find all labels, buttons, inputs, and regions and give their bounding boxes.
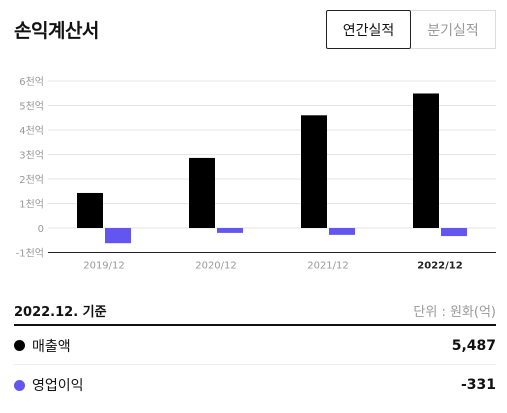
operating-income-label: 영업이익 [32,378,84,394]
summary-row-revenue: 매출액 5,487 [14,327,496,365]
bar-revenue-2 [301,115,327,228]
y-tick-label-7: -1천억 [16,248,44,260]
x-tick-label-3: 2022/12 [417,261,462,272]
y-tick-label-3: 3천억 [19,150,44,162]
tab-annual[interactable]: 연간실적 [326,10,411,49]
y-tick-label-5: 1천억 [19,199,44,211]
y-tick-label-4: 2천억 [19,174,44,186]
y-tick-label-1: 5천억 [19,101,44,113]
x-tick-label-1: 2020/12 [195,261,237,272]
bar-operating-income-2 [329,228,355,235]
bar-operating-income-0 [105,228,131,244]
bar-revenue-0 [77,192,103,228]
revenue-legend-dot [14,340,25,351]
income-statement-chart: 6천억 5천억 4천억 3천억 2천억 1천억 0 -1천억 2019/12 2020/12 202… [16,76,496,272]
tab-quarterly[interactable]: 분기실적 [411,10,496,49]
basis-date: 2022.12. 기준 [14,304,107,320]
bar-revenue-1 [189,157,215,228]
summary-row-operating-income: 영업이익 -331 [14,366,496,404]
period-tabs: 연간실적 분기실적 [326,10,496,49]
operating-income-value: -331 [460,377,496,393]
operating-income-legend-dot [14,379,25,391]
x-tick-label-0: 2019/12 [83,261,125,272]
bar-operating-income-3 [441,228,467,237]
y-tick-label-2: 4천억 [19,125,44,137]
summary-header: 2022.12. 기준 단위 : 원화(억) [14,296,496,326]
bar-operating-income-1 [217,228,243,233]
y-tick-label-6: 0 [38,224,44,235]
bar-revenue-3 [413,93,439,228]
revenue-label: 매출액 [32,338,71,355]
unit-label: 단위 : 원화(억) [413,304,496,320]
y-tick-label-0: 6천억 [19,76,44,88]
x-tick-label-2: 2021/12 [307,261,349,272]
page-title: 손익계산서 [14,20,99,42]
revenue-value: 5,487 [451,337,496,354]
